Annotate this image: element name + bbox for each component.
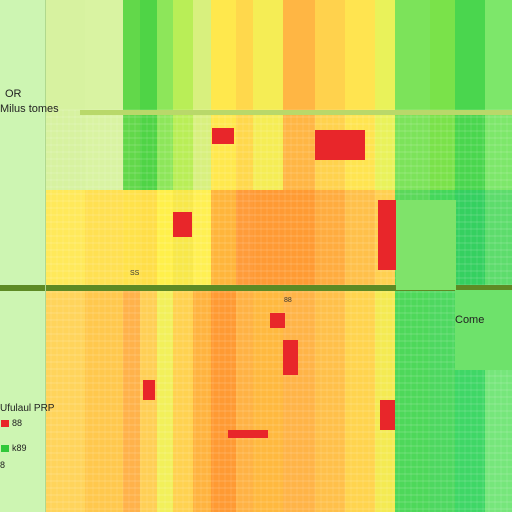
heat-column-mid	[211, 190, 236, 290]
heat-column-mid	[157, 190, 173, 290]
heat-column-bottom	[45, 290, 85, 512]
legend-swatch-red	[1, 420, 9, 427]
heat-column-mid	[45, 190, 85, 290]
heat-column-top	[85, 0, 123, 190]
heat-column-top	[430, 0, 455, 190]
heat-column-mid	[485, 190, 512, 290]
hot-spot	[143, 380, 155, 400]
heat-column-mid	[85, 190, 123, 290]
heat-column-bottom	[140, 290, 157, 512]
hot-spot	[283, 340, 298, 375]
legend-title: Ufulaul PRP	[0, 403, 55, 414]
heat-column-bottom	[157, 290, 173, 512]
heat-column-top	[157, 0, 173, 190]
heat-column-top	[236, 0, 253, 190]
heat-column-bottom	[283, 290, 315, 512]
heat-column-mid	[236, 190, 253, 290]
heat-column-mid	[253, 190, 283, 290]
heat-column-bottom	[123, 290, 140, 512]
heat-column-top	[45, 0, 85, 190]
label-or: OR	[5, 88, 22, 100]
heat-column-top	[123, 0, 140, 190]
label-row-title: Milus tomes	[0, 103, 59, 115]
heat-column-mid	[345, 190, 375, 290]
label-small-center: SS	[130, 270, 140, 277]
heat-column-bottom	[193, 290, 211, 512]
heat-column-top	[283, 0, 315, 190]
hot-spot	[378, 200, 396, 270]
legend-label-2: k89	[12, 443, 27, 453]
hot-spot	[228, 430, 268, 438]
heat-column-bottom	[395, 290, 430, 512]
heat-column-top	[193, 0, 211, 190]
panel-border	[45, 0, 46, 512]
heat-column-mid	[140, 190, 157, 290]
heat-column-bottom	[236, 290, 253, 512]
heat-column-bottom	[85, 290, 123, 512]
green-block	[396, 200, 456, 290]
heat-column-top	[345, 0, 375, 190]
green-block	[455, 290, 512, 370]
hot-spot	[270, 313, 285, 328]
heat-column-top	[485, 0, 512, 190]
legend-label-3: 8	[0, 460, 6, 470]
hot-spot	[380, 400, 395, 430]
heat-column-bottom	[345, 290, 375, 512]
heat-column-top	[395, 0, 430, 190]
row-separator-dark	[0, 285, 512, 291]
legend-label-1: 88	[12, 418, 23, 428]
heat-column-top	[173, 0, 193, 190]
heat-column-top	[375, 0, 395, 190]
heat-column-mid	[283, 190, 315, 290]
heat-column-mid	[315, 190, 345, 290]
hot-spot	[212, 128, 234, 144]
heat-column-top	[211, 0, 236, 190]
heat-column-bottom	[173, 290, 193, 512]
heat-column-top	[455, 0, 485, 190]
heat-column-top	[315, 0, 345, 190]
heat-column-bottom	[430, 290, 455, 512]
heat-column-mid	[455, 190, 485, 290]
hot-spot	[173, 212, 192, 237]
heat-column-top	[140, 0, 157, 190]
hot-spot	[315, 130, 365, 160]
heat-column-bottom	[315, 290, 345, 512]
label-right: Come	[455, 314, 485, 326]
heat-column-top	[253, 0, 283, 190]
heat-column-mid	[123, 190, 140, 290]
heat-column-mid	[193, 190, 211, 290]
label-small-mid: 88	[284, 297, 292, 304]
heat-column-bottom	[211, 290, 236, 512]
legend-swatch-green	[1, 445, 9, 452]
row-separator	[80, 110, 512, 115]
